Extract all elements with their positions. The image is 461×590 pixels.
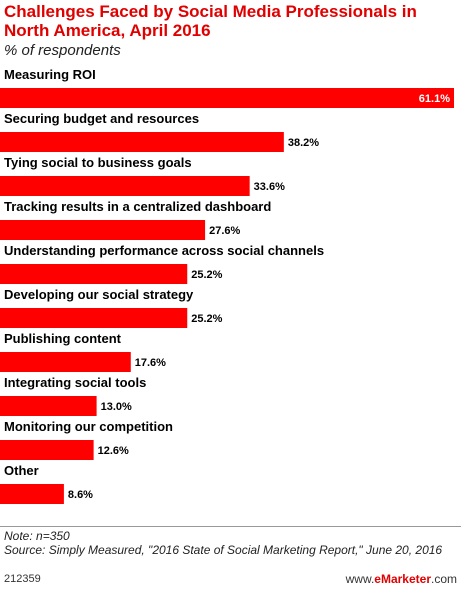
value-label: 8.6% [68, 489, 93, 501]
value-label: 25.2% [191, 269, 222, 281]
value-label: 13.0% [101, 401, 132, 413]
bar-chart: Measuring ROI 61.1% Securing budget and re… [0, 67, 454, 504]
source-text: Source: Simply Measured, "2016 State of … [4, 543, 443, 557]
bar [0, 484, 64, 504]
bar [0, 88, 454, 108]
bar [0, 352, 131, 372]
value-label: 38.2% [288, 137, 319, 149]
category-label: Tracking results in a centralized dashbo… [4, 199, 271, 214]
category-label: Tying social to business goals [4, 155, 192, 170]
brand-name: eMarketer [374, 572, 431, 586]
value-label: 17.6% [135, 357, 166, 369]
note-text: Note: n=350 [4, 529, 70, 543]
category-label: Developing our social strategy [4, 287, 194, 302]
category-label: Monitoring our competition [4, 419, 173, 434]
category-label: Understanding performance across social … [4, 243, 324, 258]
category-label: Other [4, 463, 39, 478]
bar [0, 308, 188, 328]
category-label: Integrating social tools [4, 375, 146, 390]
value-label: 61.1% [419, 93, 450, 105]
chart-id: 212359 [4, 573, 41, 585]
category-label: Publishing content [4, 331, 122, 346]
value-label: 12.6% [98, 445, 129, 457]
bar [0, 176, 250, 196]
bar [0, 440, 94, 460]
value-label: 27.6% [209, 225, 240, 237]
bar [0, 132, 284, 152]
bar [0, 220, 206, 240]
bar [0, 396, 97, 416]
value-label: 25.2% [191, 313, 222, 325]
brand-prefix: www. [345, 572, 375, 586]
footer-divider [0, 526, 461, 527]
chart-subtitle: % of respondents [4, 42, 121, 59]
category-label: Measuring ROI [4, 67, 96, 82]
value-label: 33.6% [254, 181, 285, 193]
brand-suffix: .com [430, 572, 457, 586]
bar [0, 264, 188, 284]
chart-notes: Note: n=350 Source: Simply Measured, "20… [4, 529, 456, 557]
emarketer-logo[interactable]: www.eMarketer.com [346, 572, 457, 586]
category-label: Securing budget and resources [4, 111, 199, 126]
chart-title: Challenges Faced by Social Media Profess… [4, 2, 417, 40]
